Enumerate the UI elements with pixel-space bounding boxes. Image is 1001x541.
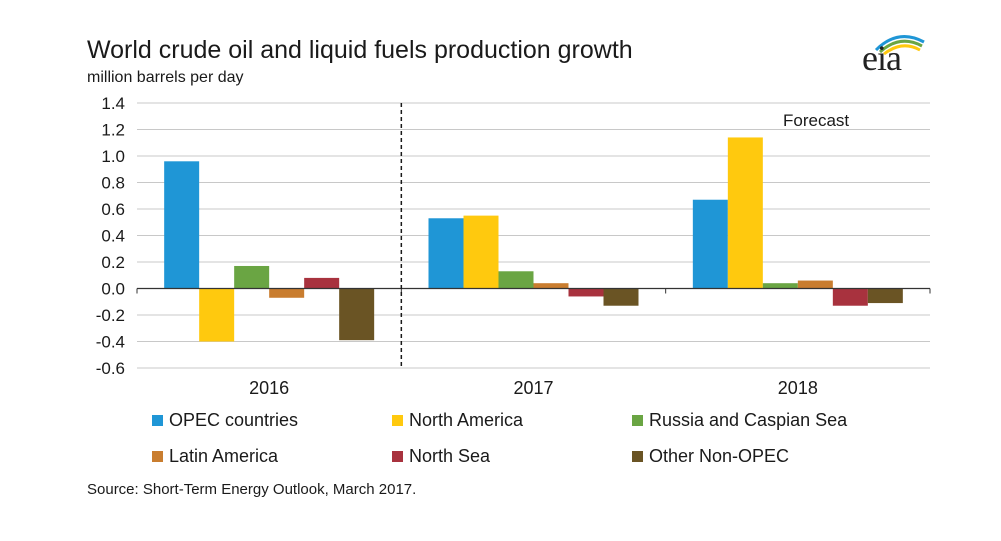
legend-label: North Sea [409,446,491,466]
legend-label: OPEC countries [169,410,299,430]
chart-subtitle: million barrels per day [87,69,244,86]
legend-swatch [392,414,403,426]
bar [762,283,798,289]
forecast-annotation: Forecast [783,111,849,130]
bar [199,288,235,342]
legend-swatch [152,450,163,462]
legend-item-north-america: North America [392,409,523,431]
bar [164,161,200,289]
legend-label: Russia and Caspian Sea [649,410,848,430]
bar [428,218,464,289]
axes [136,103,931,368]
y-tick-label: 0.4 [101,227,125,246]
bar [533,283,569,289]
bar [234,265,270,289]
bar [727,137,763,289]
legend-swatch [632,450,643,462]
y-tick-label: -0.6 [96,359,125,378]
bar [269,288,305,298]
legend-item-other-non-opec: Other Non-OPEC [632,445,789,467]
bar [797,280,833,289]
bar [339,288,375,341]
legend-item-north-sea: North Sea [392,445,490,467]
bar [832,288,868,306]
source-note: Source: Short-Term Energy Outlook, March… [87,481,417,498]
legend-swatch [632,414,643,426]
y-tick-label: 1.0 [101,147,125,166]
legend-swatch [392,450,403,462]
x-tick-label: 2018 [778,378,818,398]
legend-item-opec: OPEC countries [152,409,298,431]
x-tick-label: 2017 [513,378,553,398]
y-tick-label: 0.2 [101,253,125,272]
eia-logo-arc-icon [874,35,925,56]
y-axis-ticks: 1.4 1.2 1.0 0.8 0.6 0.4 0.2 0.0 -0.2 -0.4 -0.6 [96,94,125,378]
gridlines [137,102,930,369]
eia-logo: eia [862,30,934,78]
y-tick-label: -0.4 [96,333,125,352]
x-tick-label: 2016 [249,378,289,398]
bar [692,199,728,289]
y-tick-label: 1.4 [101,94,125,113]
y-tick-label: -0.2 [96,306,125,325]
bars [164,137,903,342]
y-tick-label: 0.0 [101,280,125,299]
legend-item-latin-america: Latin America [152,445,278,467]
y-tick-label: 0.8 [101,174,125,193]
bar [304,277,340,289]
bar [498,271,534,289]
bar [568,288,604,297]
bar [463,215,499,289]
legend-item-russia-caspian: Russia and Caspian Sea [632,409,847,431]
legend-label: Latin America [169,446,279,466]
eia-logo-text: eia [862,38,902,78]
legend-swatch [152,414,163,426]
legend-label: North America [409,410,524,430]
legend-label: Other Non-OPEC [649,446,790,466]
x-axis-ticks: 2016 2017 2018 [249,378,818,398]
y-tick-label: 1.2 [101,121,125,140]
y-tick-label: 0.6 [101,200,125,219]
bar [867,288,903,304]
chart-title: World crude oil and liquid fuels product… [87,36,633,64]
bar [603,288,639,306]
